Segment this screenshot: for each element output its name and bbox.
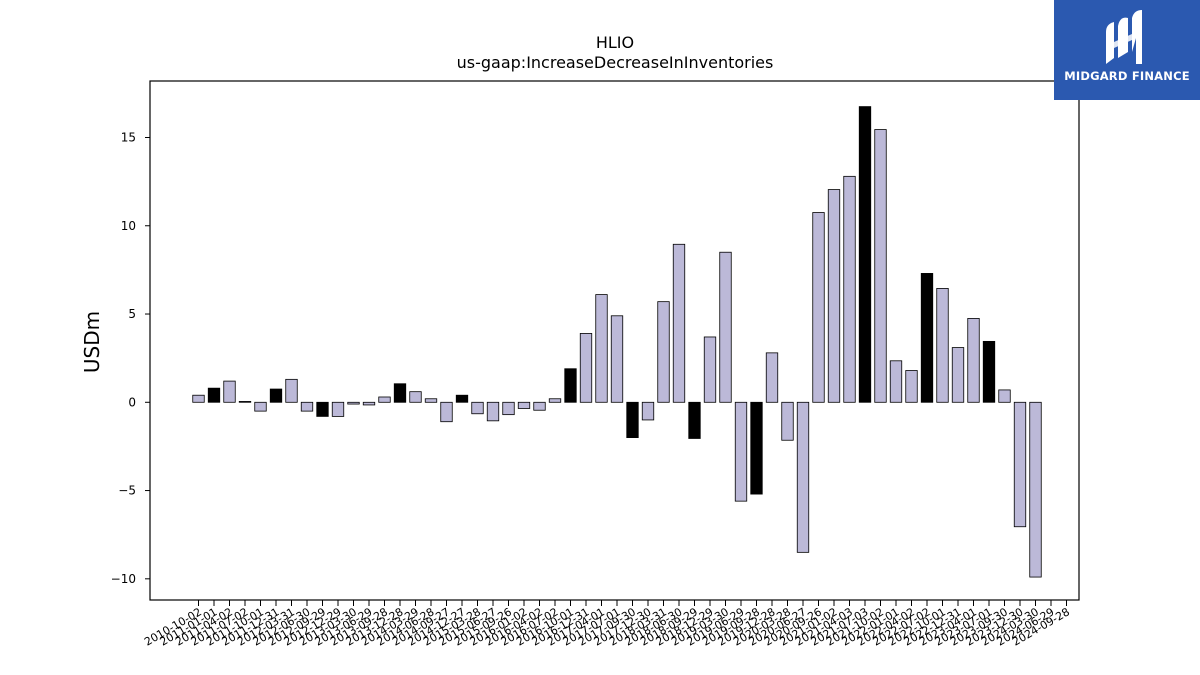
- bar-2011-07-02: [238, 400, 252, 403]
- bar-2017-12-30: [641, 401, 655, 421]
- midgard-m-logo-icon: [1106, 10, 1142, 64]
- bar-2011-01-01: [207, 387, 221, 403]
- bar-2021-04-03: [843, 175, 856, 403]
- bar-2019-03-30: [719, 251, 732, 403]
- bar-2020-09-26: [812, 212, 825, 403]
- bar-2012-06-30: [300, 401, 314, 412]
- bar-2017-07-01: [610, 315, 624, 403]
- chart-subtitle: us-gaap:IncreaseDecreaseInInventories: [457, 53, 774, 72]
- bar-2010-10-02: [192, 394, 205, 403]
- bar-2016-10-01: [564, 368, 577, 403]
- bar-2018-06-30: [672, 243, 686, 403]
- bar-2023-12-30: [1013, 401, 1027, 528]
- bar-2015-09-26: [502, 401, 515, 416]
- y-tick-label: −10: [111, 572, 136, 586]
- bar-2016-04-02: [533, 401, 546, 411]
- bar-2017-04-01: [595, 294, 608, 403]
- bar-2021-10-02: [874, 129, 887, 403]
- y-tick-label: −5: [118, 484, 136, 498]
- y-tick-label: 15: [121, 130, 136, 144]
- bar-2023-04-01: [967, 318, 980, 403]
- bar-2024-03-30: [1029, 401, 1042, 578]
- bars-group: [192, 106, 1042, 578]
- bar-2015-03-28: [471, 401, 484, 415]
- y-tick-label: 5: [128, 307, 136, 321]
- bar-2022-10-01: [936, 288, 949, 403]
- brand-name: MIDGARD FINANCE: [1064, 69, 1190, 83]
- bar-2013-09-28: [378, 396, 391, 403]
- bar-2023-09-30: [998, 389, 1011, 403]
- bar-2011-10-01: [254, 401, 267, 412]
- bar-2021-07-03: [858, 106, 872, 403]
- bar-2022-12-31: [951, 347, 965, 403]
- bar-2019-12-28: [765, 352, 779, 403]
- bar-2013-12-28: [393, 383, 407, 403]
- bar-2012-09-29: [316, 401, 329, 417]
- bar-2011-04-02: [223, 380, 236, 403]
- bar-2022-01-01: [889, 360, 903, 403]
- bar-2018-09-29: [688, 401, 701, 439]
- bar-2019-06-29: [734, 401, 748, 502]
- bar-2018-03-31: [657, 301, 670, 403]
- bar-2012-12-29: [331, 401, 345, 417]
- y-tick-label: 10: [121, 219, 136, 233]
- bar-2022-07-02: [920, 273, 934, 403]
- bar-2014-09-27: [440, 401, 453, 423]
- bar-2023-07-01: [982, 340, 996, 403]
- bar-2017-09-30: [626, 401, 639, 439]
- bar-2014-12-27: [455, 394, 469, 403]
- bar-2016-07-02: [548, 398, 562, 403]
- plot-frame: [149, 80, 1080, 601]
- bar-2013-06-29: [362, 401, 376, 406]
- x-axis: 2010-10-022011-01-012011-04-022011-07-02…: [142, 600, 1072, 649]
- bar-2020-03-28: [781, 401, 794, 441]
- bar-2012-03-31: [285, 378, 298, 403]
- y-axis-label: USDm: [80, 311, 104, 373]
- bar-2022-04-02: [905, 370, 918, 403]
- y-tick-label: 0: [128, 395, 136, 409]
- chart-title: HLIO: [596, 33, 634, 52]
- brand-logo: MIDGARD FINANCE: [1054, 0, 1200, 100]
- bar-2021-01-02: [827, 189, 841, 403]
- y-axis: −10 −5 0 5 10 15: [111, 130, 150, 586]
- bar-2020-06-27: [796, 401, 810, 553]
- bar-2016-12-31: [579, 333, 593, 403]
- bar-2011-12-31: [269, 388, 283, 403]
- bar-2018-12-29: [703, 336, 717, 403]
- bar-2014-03-29: [409, 391, 422, 403]
- bar-2013-03-30: [347, 401, 360, 405]
- bar-2016-01-02: [517, 401, 531, 409]
- bar-2019-09-28: [750, 401, 763, 495]
- bar-2014-06-28: [424, 398, 438, 403]
- bar-2015-06-27: [486, 401, 500, 422]
